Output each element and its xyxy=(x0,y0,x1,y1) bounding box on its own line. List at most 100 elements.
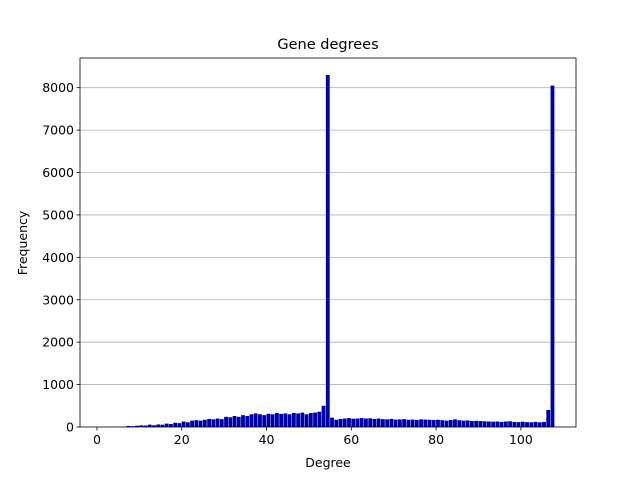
chart-title: Gene degrees xyxy=(277,37,378,53)
histogram-bar xyxy=(267,414,271,427)
y-tick-label: 7000 xyxy=(42,123,74,138)
histogram-bar xyxy=(330,418,334,427)
histogram-bar xyxy=(271,414,275,427)
histogram-bar xyxy=(487,421,491,427)
histogram-bar xyxy=(233,416,237,427)
histogram-bar xyxy=(258,414,262,427)
histogram-bar xyxy=(300,413,304,427)
histogram-bar xyxy=(436,420,440,427)
histogram-bar xyxy=(339,419,343,427)
histogram-bar xyxy=(373,419,377,427)
x-tick-label: 0 xyxy=(93,432,101,447)
histogram-bar xyxy=(292,413,296,427)
histogram-bar xyxy=(165,424,169,427)
histogram-bar xyxy=(250,414,254,427)
histogram-bar xyxy=(241,415,245,427)
y-tick-label: 4000 xyxy=(42,250,74,265)
histogram-bar xyxy=(419,419,423,427)
histogram-bar xyxy=(262,415,266,427)
histogram-bar xyxy=(534,422,538,427)
histogram-bar xyxy=(343,419,347,427)
histogram-bar xyxy=(279,414,283,427)
histogram-bar xyxy=(173,423,177,427)
histogram-bar xyxy=(347,418,351,427)
histogram-bar xyxy=(474,421,478,427)
y-tick-label: 6000 xyxy=(42,165,74,180)
histogram-bar xyxy=(381,419,385,427)
histogram-bar xyxy=(517,422,521,427)
histogram-bar xyxy=(245,416,249,427)
histogram-bar xyxy=(190,421,194,427)
histogram-bar xyxy=(364,419,368,427)
histogram-bar xyxy=(462,421,466,427)
y-tick-label: 8000 xyxy=(42,80,74,95)
histogram-bar xyxy=(411,420,415,427)
histogram-bar xyxy=(389,419,393,427)
x-axis-label: Degree xyxy=(305,455,351,470)
histogram-bar xyxy=(415,420,419,427)
histogram-bar xyxy=(186,422,190,427)
histogram-bar xyxy=(283,413,287,427)
histogram-bar xyxy=(194,420,198,427)
histogram-bar xyxy=(351,419,355,427)
histogram-bar xyxy=(546,410,550,427)
histogram-bar xyxy=(423,420,427,427)
y-axis-label: Frequency xyxy=(15,210,30,275)
histogram-bar xyxy=(542,422,546,427)
histogram-bar xyxy=(199,421,203,427)
x-tick-label: 80 xyxy=(428,432,444,447)
histogram-bar xyxy=(288,414,292,427)
histogram-bar xyxy=(402,419,406,427)
x-tick-label: 100 xyxy=(509,432,533,447)
histogram-bar xyxy=(470,421,474,427)
histogram-bar xyxy=(521,422,525,427)
y-tick-label: 3000 xyxy=(42,292,74,307)
histogram-bar xyxy=(228,417,232,427)
histogram-bar xyxy=(478,421,482,427)
histogram-bar xyxy=(220,419,224,427)
histogram-bar xyxy=(432,420,436,427)
histogram-bar xyxy=(296,413,300,427)
y-tick-label: 2000 xyxy=(42,335,74,350)
histogram-bar xyxy=(504,421,508,427)
histogram-bar xyxy=(445,421,449,427)
histogram-bar xyxy=(169,424,173,427)
histogram-bar xyxy=(500,422,504,427)
histogram-bar xyxy=(457,420,461,427)
histogram-bar xyxy=(313,413,317,427)
x-tick-label: 20 xyxy=(174,432,190,447)
histogram-bar xyxy=(309,413,313,427)
histogram-bar xyxy=(254,413,258,427)
histogram-bar xyxy=(449,420,453,427)
histogram-bar xyxy=(360,418,364,427)
x-tick-label: 40 xyxy=(259,432,275,447)
histogram-bar xyxy=(538,422,542,427)
y-tick-label: 5000 xyxy=(42,207,74,222)
histogram-bar xyxy=(317,412,321,427)
histogram-bar xyxy=(491,422,495,427)
histogram-bar xyxy=(322,406,326,427)
y-tick-label: 0 xyxy=(66,420,74,435)
histogram-bar xyxy=(385,419,389,427)
histogram-bar xyxy=(440,420,444,427)
histogram-bar xyxy=(326,75,330,427)
histogram-bar xyxy=(178,423,182,427)
histogram-bar xyxy=(334,420,338,427)
histogram-bar xyxy=(398,419,402,427)
histogram-bar xyxy=(512,422,516,427)
histogram-bar xyxy=(368,418,372,427)
histogram-bar xyxy=(203,420,207,427)
histogram-bar xyxy=(211,419,215,427)
histogram-bar xyxy=(182,421,186,427)
histogram-bar xyxy=(377,419,381,427)
histogram-bar xyxy=(483,421,487,427)
histogram-bar xyxy=(207,419,211,427)
histogram-bar xyxy=(453,419,457,427)
histogram-bar xyxy=(406,420,410,427)
x-tick-label: 60 xyxy=(343,432,359,447)
histogram-bar xyxy=(495,421,499,427)
histogram-bar xyxy=(525,422,529,427)
histogram-bar xyxy=(508,421,512,427)
